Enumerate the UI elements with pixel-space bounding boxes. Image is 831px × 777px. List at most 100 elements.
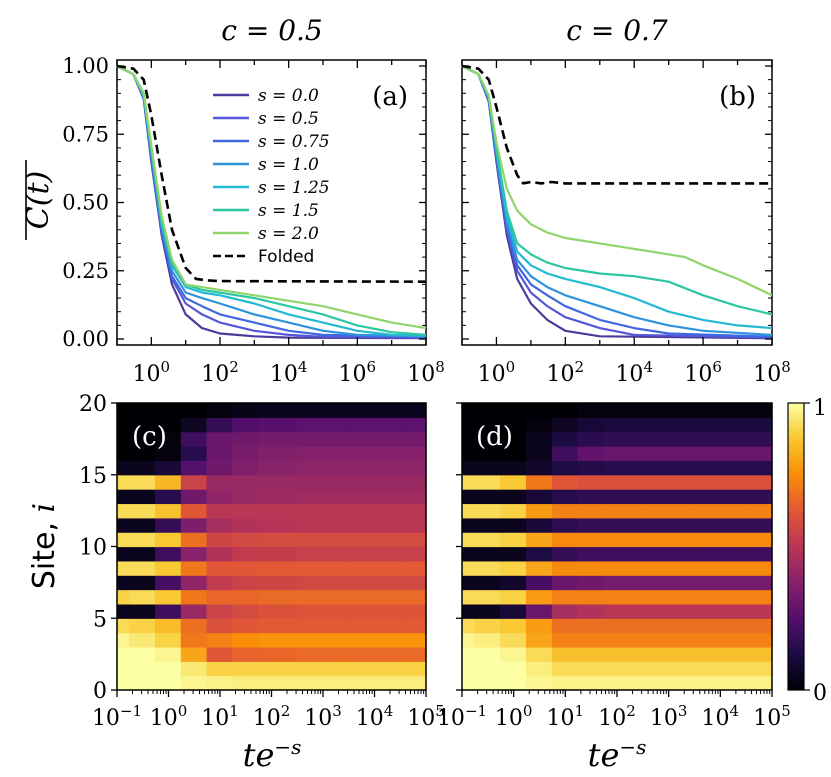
heatmap-cell xyxy=(577,517,605,533)
heatmap-cell xyxy=(297,489,350,505)
heatmap-cell xyxy=(642,589,696,605)
heatmap-cell xyxy=(400,417,427,433)
heatmap-cell xyxy=(348,403,401,418)
heatmap-cell xyxy=(577,489,605,505)
heatmap-cell xyxy=(297,546,350,562)
yticks-d xyxy=(456,402,462,691)
heatmap-cell xyxy=(551,632,579,648)
xtick-label: 104 xyxy=(615,358,653,387)
heatmap-cell xyxy=(117,517,130,533)
heatmap-cell xyxy=(348,517,401,533)
heatmap-cell xyxy=(180,503,208,519)
heatmap-cell xyxy=(258,489,298,505)
heatmap-cell xyxy=(206,460,233,476)
heatmap-cell xyxy=(155,589,182,605)
heatmap-cell xyxy=(525,474,553,490)
heatmap-cell xyxy=(551,618,579,634)
heatmap-cell xyxy=(603,532,644,548)
heatmap-cell xyxy=(129,532,156,548)
heatmap-cell xyxy=(206,403,233,418)
panel-b: 100 102 104 106 108 (b) xyxy=(461,59,791,387)
heatmap-cell xyxy=(180,575,208,591)
heatmap-cell xyxy=(206,474,233,490)
heatmap-cell xyxy=(694,403,747,418)
heatmap-cell xyxy=(297,517,350,533)
xtick-label: 101 xyxy=(201,702,239,731)
heatmap-cell xyxy=(297,661,350,677)
heatmap-cell xyxy=(155,546,182,562)
heatmap-cell xyxy=(232,532,259,548)
heatmap-cell xyxy=(603,575,644,591)
heatmap-cell xyxy=(117,589,130,605)
heatmap-cell xyxy=(155,632,182,648)
heatmap-cell xyxy=(206,589,233,605)
heatmap-cell xyxy=(525,661,553,677)
heatmap-cell xyxy=(474,474,501,490)
heatmap-cell xyxy=(551,489,579,505)
heatmap-cell xyxy=(746,403,773,418)
heatmap-cell xyxy=(348,675,401,691)
xtick-label: 100 xyxy=(150,702,188,731)
xlabel-d: te−s xyxy=(588,735,647,774)
heatmap-cell xyxy=(746,618,773,634)
heatmap-cell xyxy=(694,575,747,591)
heatmap-cell xyxy=(462,417,475,433)
heatmap-cell xyxy=(180,646,208,662)
heatmap-cell xyxy=(180,460,208,476)
heatmap-cell xyxy=(642,460,696,476)
heatmap-cell xyxy=(500,403,527,418)
heatmap-cell xyxy=(694,661,747,677)
heatmap-cell xyxy=(642,489,696,505)
title-a: c = 0.5 xyxy=(221,14,322,47)
xtick-label: 100 xyxy=(478,358,516,387)
heatmap-cell xyxy=(129,603,156,619)
heatmap-cell xyxy=(232,618,259,634)
xtick-label: 104 xyxy=(702,702,740,731)
heatmap-cell xyxy=(551,546,579,562)
series-line-b-6 xyxy=(461,65,773,297)
heatmap-cell xyxy=(155,603,182,619)
heatmap-cell xyxy=(474,575,501,591)
heatmap-cell xyxy=(746,589,773,605)
heatmap-cell xyxy=(206,675,233,691)
heatmap-cell xyxy=(297,417,350,433)
xlabel-c: te−s xyxy=(243,735,302,774)
heatmap-cell xyxy=(258,474,298,490)
heatmap-cell xyxy=(577,417,605,433)
heatmap-cell xyxy=(462,575,475,591)
colorbar-min-label: 0 xyxy=(813,681,827,706)
heatmap-cell xyxy=(155,489,182,505)
heatmap-cell xyxy=(603,460,644,476)
heatmap-cell xyxy=(577,603,605,619)
heatmap-cell xyxy=(297,532,350,548)
heatmap-cell xyxy=(155,417,182,433)
heatmap-cell xyxy=(603,646,644,662)
heatmap-cell xyxy=(348,603,401,619)
heatmap-cell xyxy=(348,503,401,519)
heatmap-cell xyxy=(232,460,259,476)
ytick-label: 0.25 xyxy=(62,259,109,283)
heatmap-cell xyxy=(474,417,501,433)
heatmap-cell xyxy=(232,446,259,461)
heatmap-cell xyxy=(525,546,553,562)
heatmap-cell xyxy=(232,403,259,418)
heatmap-cell xyxy=(129,632,156,648)
heatmap-cell xyxy=(462,517,475,533)
legend-entry: Folded xyxy=(258,247,314,267)
heatmap-cell xyxy=(180,560,208,576)
xtick-label: 102 xyxy=(598,702,636,731)
heatmap-cell xyxy=(694,460,747,476)
ytick-label: 20 xyxy=(79,392,107,417)
heatmap-cell xyxy=(180,661,208,677)
heatmap-cell xyxy=(117,646,130,662)
heatmap-cell xyxy=(474,546,501,562)
heatmap-cell xyxy=(258,460,298,476)
heatmap-cell xyxy=(206,661,233,677)
heatmap-cell xyxy=(348,460,401,476)
heatmap-cell xyxy=(642,417,696,433)
heatmap-cell xyxy=(129,403,156,418)
heatmap-cell xyxy=(400,575,427,591)
legend-entry: s = 0.0 xyxy=(258,86,319,106)
heatmap-cell xyxy=(129,661,156,677)
heatmap-cell xyxy=(258,546,298,562)
